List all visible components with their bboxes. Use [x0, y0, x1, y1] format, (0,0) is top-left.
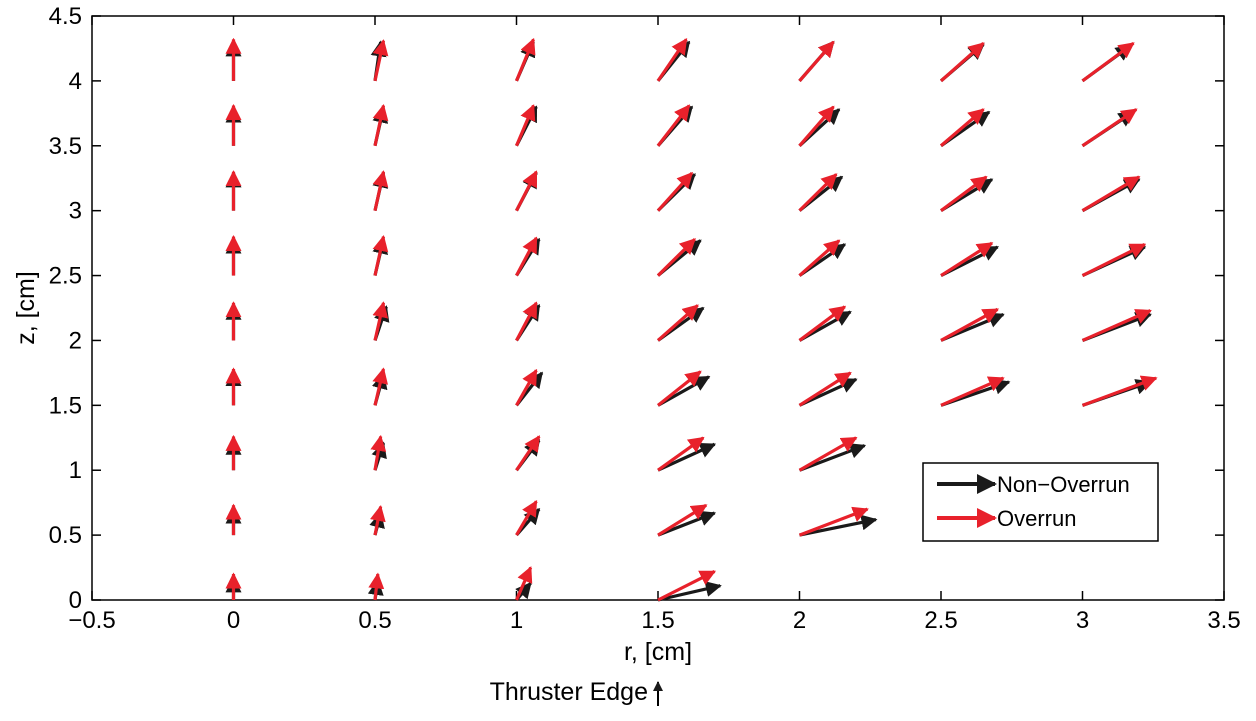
y-tick-label: 3: [69, 198, 82, 225]
vector-overrun: [515, 301, 538, 342]
vector-overrun: [372, 301, 389, 341]
vector-overrun: [656, 104, 691, 147]
vector-overrun: [940, 175, 988, 212]
legend: Non−Overrun Overrun: [922, 462, 1159, 542]
vector-overrun: [515, 170, 538, 212]
y-tick-label: 2: [69, 327, 82, 354]
vector-overrun: [798, 40, 835, 82]
vector-overrun: [657, 570, 717, 602]
y-tick-label: 4.5: [49, 3, 82, 30]
y-tick-label: 4: [69, 68, 82, 95]
series-overrun: [225, 37, 1158, 602]
vector-overrun: [1081, 375, 1158, 407]
x-tick-label: 3: [1076, 607, 1089, 634]
vector-overrun: [515, 499, 538, 536]
vector-overrun: [370, 504, 386, 536]
legend-box: [922, 462, 1159, 542]
vector-overrun: [798, 436, 858, 472]
y-tick-label: 3.5: [49, 133, 82, 160]
vector-non-overrun: [657, 442, 717, 472]
y-tick-label: 1.5: [49, 392, 82, 419]
vector-overrun: [515, 566, 533, 601]
vector-overrun: [940, 307, 1000, 342]
vector-overrun: [657, 503, 708, 537]
x-tick-label: 0.5: [358, 607, 391, 634]
vector-overrun: [372, 367, 389, 406]
vector-overrun: [515, 368, 538, 407]
x-tick-label: −0.5: [68, 607, 115, 634]
vector-overrun: [1081, 309, 1152, 342]
x-tick-label: 2: [793, 607, 806, 634]
x-tick-label: 0: [227, 607, 240, 634]
vector-overrun: [939, 108, 985, 147]
vector-overrun: [515, 104, 536, 147]
vector-overrun: [798, 173, 838, 212]
vector-overrun: [515, 37, 536, 82]
x-tick-labels: −0.5 0 0.5 1 1.5 2 2.5 3 3.5: [68, 607, 1240, 634]
vector-overrun: [656, 171, 694, 212]
vector-overrun: [372, 39, 389, 82]
vector-overrun: [372, 235, 389, 276]
vector-overrun: [515, 435, 541, 472]
thruster-edge-annotation: Thruster Edge: [490, 678, 663, 706]
legend-label-overrun: Overrun: [997, 506, 1076, 531]
x-axis-label: r, [cm]: [624, 638, 692, 666]
vector-overrun: [798, 105, 835, 147]
y-axis-label: z, [cm]: [12, 271, 40, 345]
vector-overrun: [1081, 242, 1147, 277]
vector-overrun: [798, 371, 852, 407]
vector-overrun: [372, 103, 389, 147]
annotation-label: Thruster Edge: [490, 678, 648, 706]
x-tick-label: 1: [510, 607, 523, 634]
vector-overrun: [798, 239, 841, 277]
legend-label-non-overrun: Non−Overrun: [997, 472, 1130, 497]
vector-overrun: [656, 38, 688, 82]
y-tick-label: 1: [69, 457, 82, 484]
vector-overrun: [940, 241, 994, 277]
vector-overrun: [368, 572, 385, 601]
vector-overrun: [798, 506, 869, 537]
vector-overrun: [515, 236, 538, 277]
vector-non-overrun: [799, 514, 878, 537]
vector-non-overrun: [657, 581, 722, 602]
x-tick-label: 1.5: [641, 607, 674, 634]
vector-overrun: [657, 436, 705, 472]
vector-overrun: [656, 238, 696, 277]
vector-overrun: [656, 304, 699, 342]
vector-overrun: [940, 376, 1005, 407]
y-tick-label: 0: [69, 587, 82, 614]
vector-overrun: [1081, 108, 1138, 148]
vector-overrun: [939, 42, 985, 83]
y-tick-labels: 0 0.5 1 1.5 2 2.5 3 3.5 4 4.5: [49, 3, 82, 614]
vector-overrun: [370, 434, 387, 471]
vector-overrun: [1081, 41, 1135, 83]
x-tick-label: 2.5: [924, 607, 957, 634]
vector-overrun: [798, 305, 847, 342]
vector-overrun: [372, 170, 389, 212]
x-tick-label: 3.5: [1207, 607, 1240, 634]
y-tick-label: 0.5: [49, 522, 82, 549]
y-tick-label: 2.5: [49, 263, 82, 290]
vector-overrun: [1081, 175, 1141, 213]
vector-overrun: [657, 370, 702, 407]
